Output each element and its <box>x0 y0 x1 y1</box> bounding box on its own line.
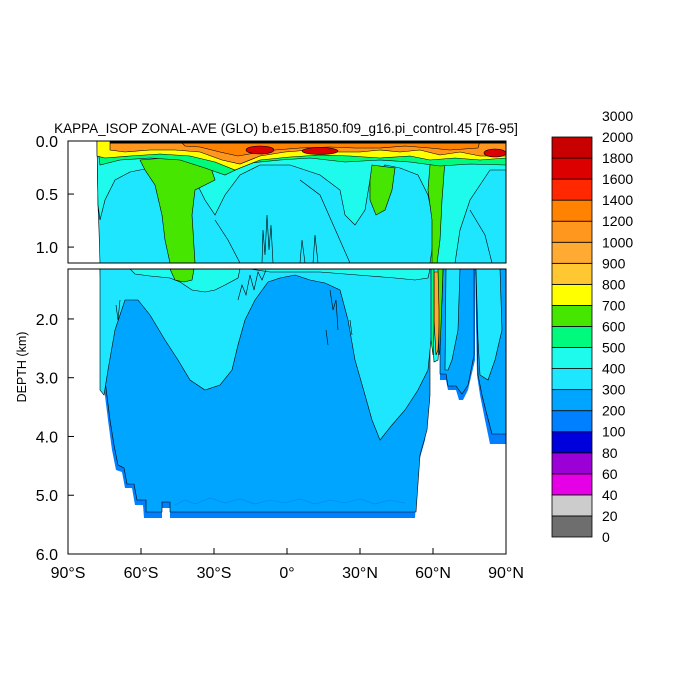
colorbar-label: 100 <box>602 424 626 440</box>
colorbar-swatch <box>551 473 593 496</box>
upper-contour-3 <box>469 209 493 263</box>
colorbar-swatch <box>551 157 593 180</box>
y-tick-label: 6.0 <box>36 547 58 564</box>
colorbar-swatch <box>551 431 593 454</box>
colorbar-label: 3000 <box>602 108 633 124</box>
surface-red-spot-2 <box>301 147 339 155</box>
colorbar-label: 60 <box>602 466 618 482</box>
colorbar-label: 700 <box>602 297 626 313</box>
colorbar-label: 1600 <box>602 171 633 187</box>
upper-spikes <box>261 214 319 263</box>
y-tick-label: 1.0 <box>36 240 58 257</box>
y-axis-lower: 2.0 3.0 4.0 5.0 6.0 <box>36 312 74 564</box>
lower-panel <box>68 269 506 554</box>
surface-red-spot-3 <box>483 148 506 158</box>
x-tick-label: 30°N <box>342 565 378 582</box>
x-tick-label: 90°N <box>488 565 524 582</box>
upper-contour-1 <box>214 219 241 263</box>
y-tick-label: 0.0 <box>36 134 58 151</box>
colorbar-label: 1400 <box>602 192 633 208</box>
colorbar-label: 500 <box>602 340 626 356</box>
colorbar-swatch <box>551 368 593 391</box>
colorbar-label: 400 <box>602 361 626 377</box>
colorbar-label: 40 <box>602 487 618 503</box>
chart-title: KAPPA_ISOP ZONAL-AVE (GLO) b.e15.B1850.f… <box>54 121 518 136</box>
colorbar-swatch <box>551 452 593 475</box>
colorbar-swatch <box>551 199 593 222</box>
colorbar-swatch <box>551 136 593 159</box>
y-axis-upper: 0.0 0.5 1.0 <box>36 134 74 257</box>
colorbar: 0 20 40 60 80 100 200 300 400 500 600 700 800 900 1000… <box>551 108 633 545</box>
colorbar-swatch <box>551 389 593 412</box>
y-axis-label: DEPTH (km) <box>15 332 29 403</box>
colorbar-label: 900 <box>602 255 626 271</box>
colorbar-label: 1000 <box>602 234 633 250</box>
colorbar-label: 20 <box>602 508 618 524</box>
surface-red-spot-1 <box>245 145 275 155</box>
y-tick-label: 5.0 <box>36 488 58 505</box>
colorbar-swatch <box>551 410 593 433</box>
colorbar-label: 600 <box>602 318 626 334</box>
southern-green-region-lower <box>169 269 195 283</box>
colorbar-label: 0 <box>602 529 610 545</box>
colorbar-label: 1800 <box>602 150 633 166</box>
upper-frame <box>67 140 507 264</box>
arctic-green-region <box>427 159 446 263</box>
x-tick-label: 60°S <box>124 565 159 582</box>
colorbar-swatch <box>551 515 593 538</box>
upper-aqua-region-lower <box>129 269 431 293</box>
colorbar-swatch <box>551 241 593 264</box>
colorbar-label: 1200 <box>602 213 633 229</box>
x-tick-label: 90°S <box>51 565 86 582</box>
colorbar-swatch <box>551 347 593 369</box>
colorbar-swatch <box>551 220 593 243</box>
y-tick-label: 4.0 <box>36 429 58 446</box>
x-tick-label: 0° <box>279 565 294 582</box>
y-tick-label: 0.5 <box>36 187 58 204</box>
x-tick-label: 60°N <box>415 565 451 582</box>
colorbar-label: 800 <box>602 276 626 292</box>
surface-dark-cap <box>110 141 506 144</box>
colorbar-swatch <box>551 283 593 306</box>
x-axis: 90°S 60°S 30°S 0° 30°N 60°N 90°N <box>51 548 524 582</box>
northern-green-region <box>369 164 396 216</box>
upper-contour-2 <box>299 179 351 263</box>
colorbar-label: 80 <box>602 445 618 461</box>
colorbar-label: 200 <box>602 403 626 419</box>
intermediate-cyan-region <box>99 269 503 441</box>
colorbar-swatch <box>551 178 593 201</box>
colorbar-label: 300 <box>602 382 626 398</box>
colorbar-swatch <box>551 494 593 517</box>
colorbar-swatch <box>551 262 593 285</box>
y-tick-label: 2.0 <box>36 312 58 329</box>
arctic-green-strip <box>437 269 444 356</box>
colorbar-swatch <box>551 305 593 327</box>
y-tick-label: 3.0 <box>36 371 58 388</box>
upper-panel <box>68 141 506 263</box>
colorbar-label: 2000 <box>602 129 633 145</box>
colorbar-swatch <box>551 326 593 348</box>
arctic-cold-strip <box>430 269 435 356</box>
bottom-grain <box>174 497 406 506</box>
x-tick-label: 30°S <box>197 565 232 582</box>
lower-spikes <box>115 269 353 346</box>
